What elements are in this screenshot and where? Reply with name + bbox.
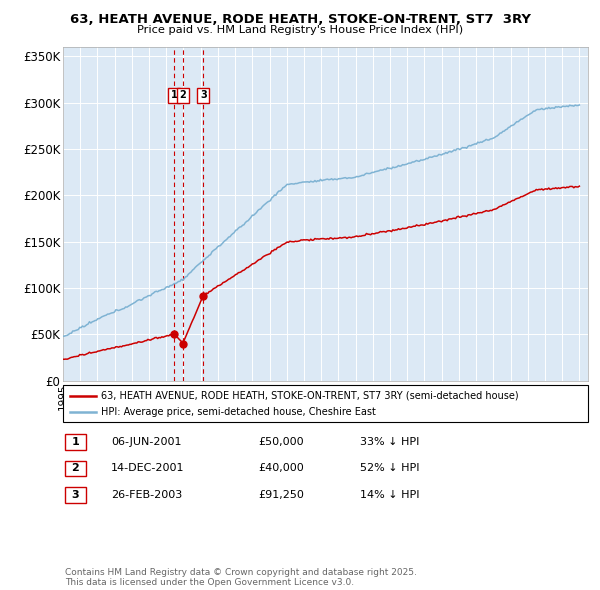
Text: 1: 1: [71, 437, 79, 447]
Text: Price paid vs. HM Land Registry's House Price Index (HPI): Price paid vs. HM Land Registry's House …: [137, 25, 463, 35]
Text: £91,250: £91,250: [258, 490, 304, 500]
Text: HPI: Average price, semi-detached house, Cheshire East: HPI: Average price, semi-detached house,…: [101, 407, 376, 417]
Text: Contains HM Land Registry data © Crown copyright and database right 2025.
This d: Contains HM Land Registry data © Crown c…: [65, 568, 416, 587]
Text: 1: 1: [170, 90, 177, 100]
Text: 33% ↓ HPI: 33% ↓ HPI: [360, 437, 419, 447]
Text: £40,000: £40,000: [258, 464, 304, 473]
Text: 3: 3: [71, 490, 79, 500]
Text: 26-FEB-2003: 26-FEB-2003: [111, 490, 182, 500]
Text: £50,000: £50,000: [258, 437, 304, 447]
Text: 63, HEATH AVENUE, RODE HEATH, STOKE-ON-TRENT, ST7  3RY: 63, HEATH AVENUE, RODE HEATH, STOKE-ON-T…: [70, 13, 530, 26]
Text: 14% ↓ HPI: 14% ↓ HPI: [360, 490, 419, 500]
Text: 06-JUN-2001: 06-JUN-2001: [111, 437, 182, 447]
Text: 2: 2: [71, 464, 79, 473]
Text: 52% ↓ HPI: 52% ↓ HPI: [360, 464, 419, 473]
Text: 3: 3: [200, 90, 206, 100]
Text: 2: 2: [179, 90, 186, 100]
Text: 14-DEC-2001: 14-DEC-2001: [111, 464, 185, 473]
Text: 63, HEATH AVENUE, RODE HEATH, STOKE-ON-TRENT, ST7 3RY (semi-detached house): 63, HEATH AVENUE, RODE HEATH, STOKE-ON-T…: [101, 391, 518, 401]
